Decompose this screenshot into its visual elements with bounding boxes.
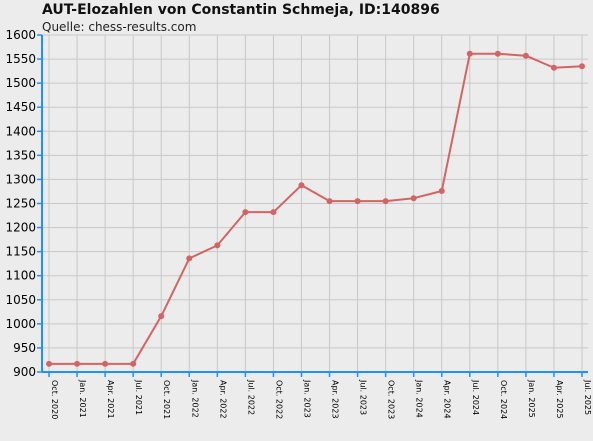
- y-tick-label: 1500: [5, 76, 36, 90]
- y-tick-label: 1300: [5, 172, 36, 186]
- data-point: [494, 50, 501, 57]
- data-point: [74, 360, 81, 367]
- x-tick-label: Oct. 2021: [162, 380, 171, 419]
- x-tick-label: Apr. 2025: [555, 380, 564, 419]
- data-points: [46, 50, 585, 367]
- data-point: [186, 255, 193, 262]
- x-tick-label: Apr. 2024: [443, 380, 452, 419]
- y-tick-label: 1450: [5, 100, 36, 114]
- data-point: [326, 198, 333, 205]
- x-tick-label: Oct. 2022: [274, 380, 283, 419]
- y-tick-label: 1150: [5, 245, 36, 259]
- data-point: [522, 52, 529, 59]
- axes: [37, 34, 588, 377]
- data-point: [579, 63, 585, 70]
- x-tick-label: Jan. 2024: [415, 379, 424, 418]
- data-point: [354, 198, 361, 205]
- data-point: [382, 198, 389, 205]
- x-tick-label: Oct. 2023: [387, 380, 396, 419]
- data-point: [438, 187, 445, 194]
- x-tick-label: Apr. 2021: [106, 380, 115, 419]
- x-tick-label: Jan. 2022: [190, 379, 199, 418]
- data-point: [242, 209, 249, 216]
- data-point: [270, 209, 277, 216]
- y-tick-label: 1600: [5, 28, 36, 42]
- chart-subtitle: Quelle: chess-results.com: [42, 20, 197, 34]
- data-point: [158, 313, 165, 320]
- x-tick-label: Jul. 2023: [359, 379, 368, 415]
- y-tick-label: 1250: [5, 197, 36, 211]
- y-tick-label: 1400: [5, 124, 36, 138]
- chart-title: AUT-Elozahlen von Constantin Schmeja, ID…: [42, 2, 440, 18]
- data-point: [298, 182, 305, 189]
- x-tick-label: Jul. 2021: [134, 379, 143, 415]
- data-point: [130, 360, 137, 367]
- y-tick-labels: 900 950 1000 1050 1100 1150 1200 1250 1300 1350 14…: [5, 28, 36, 379]
- x-tick-label: Oct. 2020: [50, 380, 59, 419]
- y-tick-label: 1000: [5, 317, 36, 331]
- x-tick-label: Oct. 2024: [499, 380, 508, 419]
- x-tick-label: Jul. 2022: [246, 379, 255, 415]
- data-point: [466, 50, 473, 57]
- x-tick-label: Apr. 2023: [331, 380, 340, 419]
- series-line: [49, 52, 583, 365]
- x-tick-labels: Oct. 2020 Jan. 2021 Apr. 2021 Jul. 2021 Oct.…: [50, 379, 592, 419]
- x-tick-label: Jul. 2024: [471, 379, 480, 415]
- data-point: [102, 360, 109, 367]
- series-line: [49, 52, 583, 365]
- y-tick-label: 1200: [5, 221, 36, 235]
- y-tick-label: 1550: [5, 52, 36, 66]
- x-tick-label: Jul. 2025: [583, 379, 592, 415]
- data-point: [410, 195, 417, 202]
- x-tick-label: Jan. 2023: [302, 379, 311, 418]
- data-point: [214, 242, 221, 249]
- y-tick-label: 900: [13, 365, 36, 379]
- x-tick-label: Apr. 2022: [218, 380, 227, 419]
- data-point: [550, 64, 557, 71]
- grid-lines: [42, 34, 588, 373]
- y-tick-label: 1350: [5, 148, 36, 162]
- x-tick-label: Jan. 2021: [78, 379, 87, 418]
- y-tick-label: 1100: [5, 269, 36, 283]
- data-point: [46, 360, 52, 367]
- x-tick-label: Jan. 2025: [527, 379, 536, 418]
- y-tick-label: 950: [13, 341, 36, 355]
- y-tick-label: 1050: [5, 293, 36, 307]
